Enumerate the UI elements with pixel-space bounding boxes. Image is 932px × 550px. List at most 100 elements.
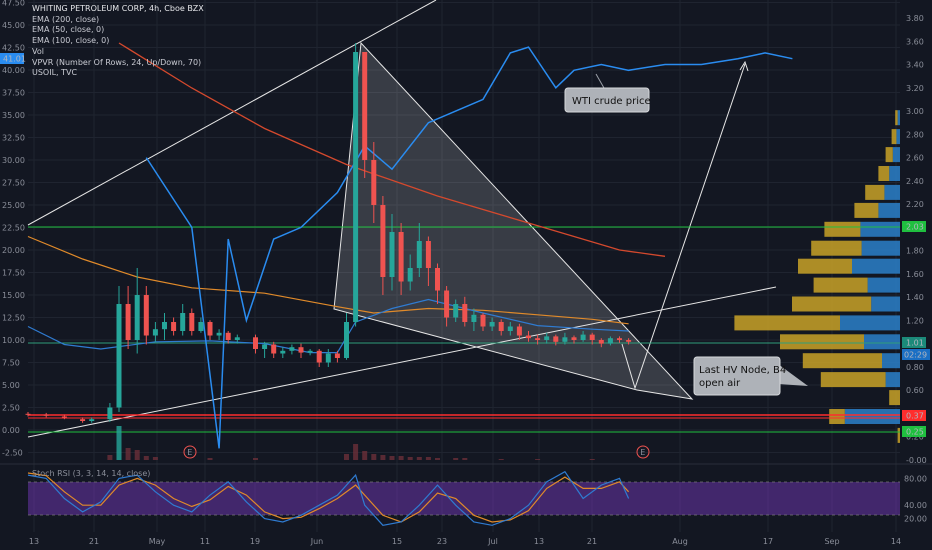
candle-body [526,335,531,339]
candle-body [61,416,67,418]
volume-bar [435,458,440,460]
candle-body [171,322,177,331]
oil-tick-label: 0.60 [906,386,924,395]
volume-bar [353,444,359,460]
candle-body [362,52,368,160]
candle-body [607,338,613,344]
callouts[interactable]: WTI crude price Last HV Node, B4 open ai… [564,73,808,396]
legend-title: WHITING PETROLEUM CORP, 4h, Cboe BZX [32,4,204,13]
candle-body [152,329,158,336]
candlesticks [25,43,632,423]
volume-bar [389,456,395,460]
oil-tick-label: 2.80 [906,130,924,139]
svg-text:02:29: 02:29 [904,351,927,360]
vpvr-up-bar [889,166,900,181]
vpvr-up-bar [844,409,900,424]
volume-bar [589,459,595,460]
price-tick-label: 7.50 [2,359,20,368]
price-tags: 41.01 2.03 1.01 02:29 0.37 0.25 [0,53,930,437]
level-tag-green-lower [902,426,926,437]
volume-bars [107,426,595,460]
vpvr-up-bar [884,184,900,200]
candle-body [253,337,258,349]
price-tick-label: -2.50 [2,449,23,458]
candle-body [425,241,431,268]
vpvr-up-bar [892,147,900,163]
stoch-tick-label: 80.00 [904,474,927,483]
candle-body [216,332,222,336]
vpvr-down-bar [854,202,879,218]
candle-body [571,337,577,340]
volume-bar [125,448,131,460]
candle-body [471,314,477,322]
event-marker-circle [183,445,197,459]
vpvr-up-bar [860,221,900,237]
price-tick-label: 40.00 [2,66,25,75]
volume-bar [416,457,422,460]
price-tick-label: 30.00 [2,156,25,165]
volume-bar [253,458,258,460]
candle-body [116,304,122,408]
volume-bar [453,458,459,460]
volume-bar [535,459,541,460]
vpvr-down-bar [811,240,862,256]
vpvr-down-bar [780,334,864,350]
oil-tick-label: 2.20 [906,200,924,209]
vpvr-profile [734,110,900,443]
price-tick-label: 12.50 [2,314,25,323]
stoch-tick-label: 40.00 [904,501,927,510]
legend-vpvr: VPVR (Number Of Rows, 24, Up/Down, 70) [32,57,202,67]
oil-tick-label: 2.40 [906,177,924,186]
candle-body [535,338,541,340]
price-tick-label: 25.00 [2,201,25,210]
stoch-d-line [27,472,630,523]
candle-body [389,232,395,277]
upper-trendline [27,0,437,226]
vpvr-down-bar [885,147,893,163]
vpvr-up-bar [840,315,900,331]
horizontal-levels [28,226,900,433]
vpvr-down-bar [897,427,900,443]
legend-vol: Vol [32,46,44,56]
vpvr-down-bar [792,296,872,312]
time-tick-label: 13 [29,537,39,546]
candle-body [234,337,240,340]
svg-text:0.25: 0.25 [906,428,924,437]
projection-arrow [621,63,746,390]
candle-body [344,322,349,358]
candle-body [225,332,231,340]
drawn-patterns [27,0,777,438]
price-tick-label: 15.00 [2,291,25,300]
candle-body [544,336,550,340]
vpvr-down-bar [820,372,886,388]
candle-body [89,419,95,421]
time-tick-label: 21 [89,537,99,546]
candle-body [489,322,495,327]
time-tick-label: Sep [824,537,839,546]
time-tick-label: 23 [437,537,447,546]
vpvr-up-bar [867,277,900,293]
time-tick-label: Jul [487,537,498,546]
oil-tick-label: 3.00 [906,107,924,116]
candle-body [207,322,213,336]
time-tick-label: 19 [250,537,260,546]
candle-body [198,322,204,331]
time-tick-label: May [149,537,166,546]
candle-body [398,232,404,282]
candle-body [453,304,459,318]
candle-body [371,160,377,205]
candle-body [80,419,86,421]
candle-body [271,344,277,354]
oil-tick-label: 2.60 [906,154,924,163]
candle-body [498,322,504,331]
volume-bar [143,456,149,460]
time-tick-label: 14 [891,537,901,546]
stoch-title: Stoch RSI (3, 3, 14, 14, close) [32,469,150,478]
falling-wedge-shading [333,41,694,400]
oil-tick-label: 0.20 [906,433,924,442]
oil-tick-label: -0.00 [906,456,927,465]
candle-body [553,336,559,342]
usoil-line [145,46,793,449]
